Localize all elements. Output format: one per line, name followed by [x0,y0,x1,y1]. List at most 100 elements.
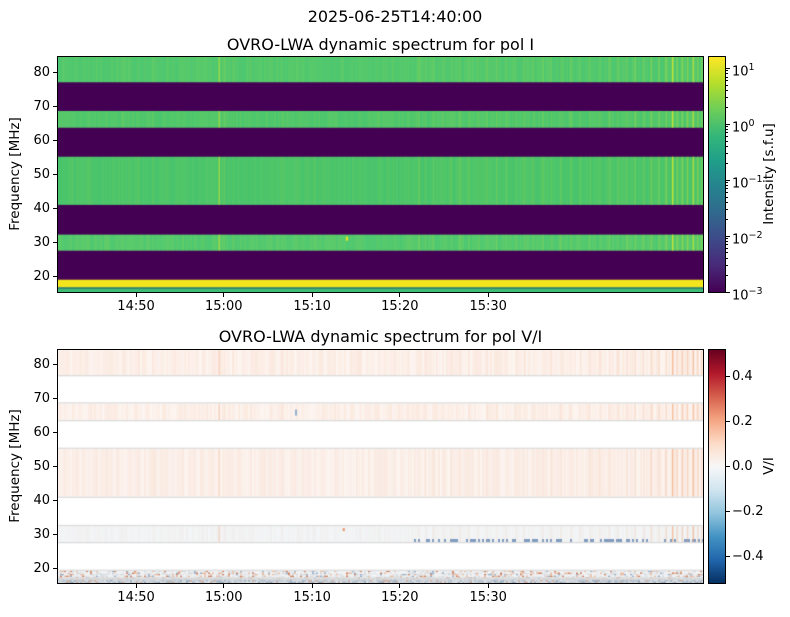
pol-i-colorbar-minor-tick [726,238,729,240]
pol-vi-colorbar-tick-label: 0.2 [732,414,753,430]
figure-title: 2025-06-25T14:40:00 [307,7,483,26]
pol-vi-y-tick-label: 80 [33,357,50,373]
pol-i-colorbar-minor-tick [726,90,729,92]
pol-vi-colorbar-tick-mark [726,376,730,378]
pol-vi-y-tick-mark [53,398,57,400]
viridis-gradient [709,57,725,292]
pol-i-colorbar-minor-tick [726,126,729,128]
pol-vi-y-tick-mark [53,567,57,569]
pol-i-colorbar-minor-tick [726,162,729,164]
pol-i-y-tick-label: 60 [33,132,50,148]
pol-i-y-tick-mark [53,242,57,244]
pol-vi-colorbar [708,349,726,584]
pol-i-colorbar-minor-tick [726,80,729,82]
pol-vi-y-tick-label: 30 [33,526,50,542]
pol-i-colorbar-minor-tick [726,129,729,131]
pol-vi-y-tick-mark [53,364,57,366]
pol-i-colorbar-minor-tick [726,70,729,72]
pol-i-colorbar-tick-mark [726,123,730,125]
pol-i-colorbar-tick-label: 101 [732,61,755,80]
pol-vi-colorbar-label: V/I [761,457,777,475]
pol-i-colorbar-minor-tick [726,257,729,259]
pol-i-heatmap-canvas [58,57,703,292]
pol-i-colorbar-minor-tick [726,196,729,198]
pol-i-colorbar-tick-mark [726,67,730,69]
pol-vi-x-tick-label: 15:20 [381,590,419,605]
pol-vi-plot-title: OVRO-LWA dynamic spectrum for pol V/I [218,327,543,346]
pol-vi-y-tick-mark [53,499,57,501]
pol-vi-x-tick-mark [311,584,313,588]
pol-i-colorbar-minor-tick [726,264,729,266]
pol-i-x-tick-label: 15:20 [381,299,419,314]
pol-vi-x-tick-mark [223,584,225,588]
pol-i-colorbar-minor-tick [726,248,729,249]
pol-i-colorbar-minor-tick [726,140,729,142]
pol-i-y-tick-mark [53,105,57,107]
pol-vi-y-tick-label: 70 [33,391,50,407]
pol-i-x-tick-label: 14:50 [117,299,155,314]
pol-vi-y-tick-label: 60 [33,425,50,441]
pol-i-colorbar-tick-label: 100 [732,117,755,136]
pol-i-colorbar-minor-tick [726,274,729,276]
pol-i-colorbar-tick-label: 10−2 [732,229,763,247]
pol-vi-x-tick-label: 15:00 [205,590,243,605]
pol-vi-y-tick-mark [53,466,57,467]
pol-i-colorbar-minor-tick [726,153,729,155]
pol-i-colorbar-minor-tick [726,185,729,187]
pol-vi-x-tick-mark [399,584,401,588]
pol-i-colorbar-minor-tick [726,146,729,148]
pol-i-colorbar-minor-tick [726,76,729,78]
pol-vi-colorbar-tick-mark [726,555,730,557]
pol-i-colorbar-minor-tick [726,244,729,246]
pol-i-y-tick-label: 80 [33,64,50,80]
pol-i-colorbar-tick-label: 10−3 [732,285,763,303]
pol-i-x-tick-label: 15:10 [293,299,331,314]
pol-vi-colorbar-tick-mark [726,466,730,467]
pol-i-colorbar-minor-tick [726,192,729,194]
pol-i-colorbar-tick-label: 10−1 [732,173,763,192]
pol-i-colorbar-minor-tick [726,106,729,108]
rdbu-gradient [709,350,725,583]
pol-i-colorbar-minor-tick [726,252,729,254]
pol-vi-x-tick-label: 14:50 [117,590,155,605]
pol-i-x-tick-label: 15:00 [205,299,243,314]
pol-i-colorbar-minor-tick [726,218,729,220]
pol-vi-y-tick-mark [53,533,57,535]
pol-i-y-tick-mark [53,276,57,278]
pol-i-colorbar-tick-mark [726,179,730,181]
pol-i-colorbar-minor-tick [726,182,729,184]
pol-i-colorbar-minor-tick [726,208,729,210]
pol-i-y-tick-mark [53,139,57,141]
pol-vi-colorbar-tick-mark [726,421,730,423]
pol-i-x-tick-mark [399,293,401,297]
pol-i-y-tick-label: 70 [33,98,50,114]
pol-i-colorbar-minor-tick [726,201,729,203]
pol-vi-y-tick-mark [53,432,57,434]
pol-i-colorbar-minor-tick [726,132,729,134]
pol-i-y-tick-mark [53,208,57,210]
pol-vi-x-tick-mark [487,584,489,588]
pol-i-y-tick-label: 40 [33,201,50,217]
pol-vi-colorbar-tick-label: 0.4 [732,369,753,385]
pol-vi-plot-area [57,349,704,584]
pol-vi-y-tick-label: 50 [33,459,50,474]
pol-vi-x-tick-label: 15:30 [469,590,507,605]
pol-vi-heatmap-canvas [58,350,703,583]
pol-i-colorbar-tick-mark [726,235,730,237]
pol-i-x-tick-label: 15:30 [469,299,507,314]
pol-vi-x-tick-label: 15:10 [293,590,331,605]
pol-i-y-tick-label: 30 [33,235,50,251]
pol-i-x-tick-mark [223,293,225,297]
pol-i-colorbar-tick-mark [726,291,730,293]
pol-i-colorbar-minor-tick [726,241,729,243]
pol-i-colorbar-minor-tick [726,136,729,138]
pol-i-colorbar-minor-tick [726,84,729,86]
pol-i-plot-area [57,56,704,293]
pol-i-y-tick-label: 50 [33,167,50,182]
pol-i-x-tick-mark [135,293,137,297]
pol-i-colorbar-label: Intensity [s.f.u] [761,123,777,225]
pol-vi-y-tick-label: 40 [33,492,50,508]
pol-i-colorbar-minor-tick [726,97,729,99]
pol-vi-y-tick-label: 20 [33,560,50,576]
pol-i-y-tick-label: 20 [33,269,50,285]
